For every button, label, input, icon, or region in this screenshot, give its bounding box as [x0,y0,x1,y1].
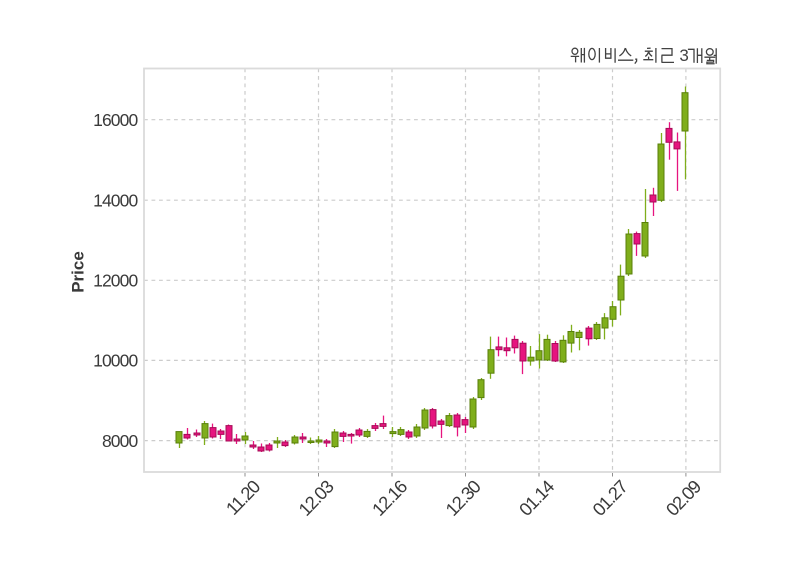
svg-text:16000: 16000 [93,110,138,130]
svg-text:10000: 10000 [93,351,138,371]
svg-text:12000: 12000 [93,271,138,291]
svg-text:14000: 14000 [93,191,138,211]
svg-text:Price: Price [69,251,88,293]
svg-text:8000: 8000 [102,431,138,451]
svg-text:3: 3 [679,46,688,65]
